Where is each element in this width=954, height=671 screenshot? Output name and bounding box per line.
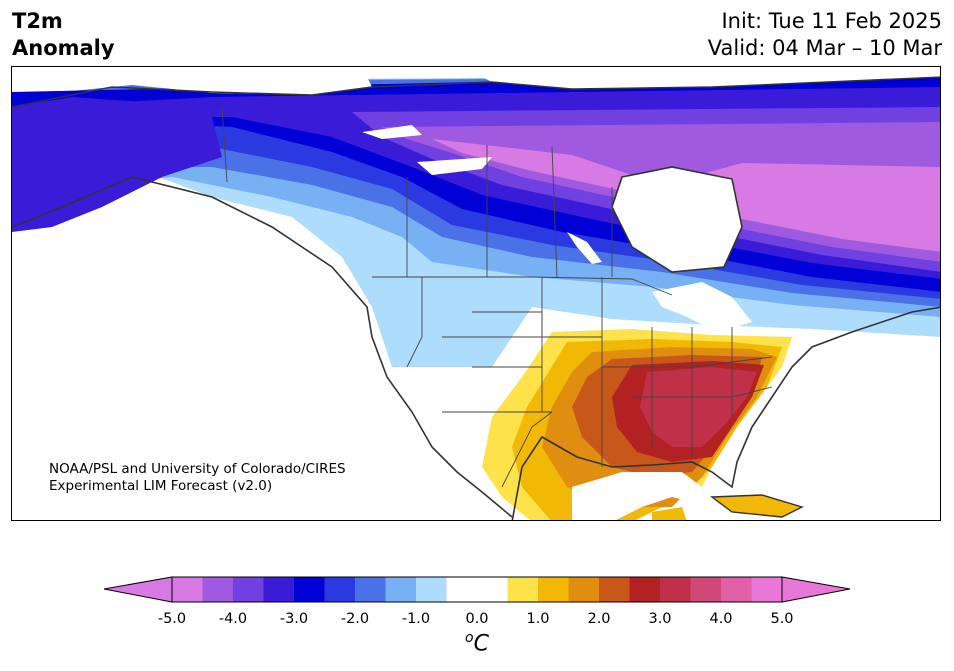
colorbar-tick-label: 0.0 [465, 611, 489, 627]
credit-line-2: Experimental LIM Forecast (v2.0) [49, 478, 273, 494]
chart-title: T2m Anomaly [12, 8, 115, 62]
title-line-1: T2m [12, 9, 63, 33]
colorbar-segment [385, 577, 417, 602]
colorbar-tick-label: 1.0 [526, 611, 550, 627]
colorbar-segment [446, 577, 478, 602]
valid-range: Valid: 04 Mar – 10 Mar [707, 36, 942, 60]
colorbar-tick-label: 2.0 [587, 611, 611, 627]
pacific-ocean [12, 207, 510, 520]
anomaly-alaska [12, 97, 222, 232]
colorbar-over-arrow [781, 576, 850, 603]
colorbar-segment [751, 577, 783, 602]
colorbar-tick-label: -2.0 [340, 611, 370, 627]
lake-winnipeg [567, 232, 602, 264]
colorbar-tick-label: -4.0 [218, 611, 248, 627]
anomaly-band-plus3-5 [640, 367, 757, 447]
credit-line-1: NOAA/PSL and University of Colorado/CIRE… [49, 461, 346, 477]
colorbar-segment [538, 577, 569, 602]
atlantic-ocean [802, 342, 940, 520]
colorbar-segment [629, 577, 661, 602]
anomaly-yucatan [652, 507, 687, 520]
colorbar-segment [568, 577, 600, 602]
colorbar-tick-label: 3.0 [648, 611, 672, 627]
colorbar-segment [507, 577, 539, 602]
unit-letter: C [473, 631, 489, 657]
colorbar-segment [233, 577, 264, 602]
hudson-bay [612, 167, 742, 272]
colorbar-unit: oC [465, 630, 489, 656]
colorbar-segment [294, 577, 325, 602]
colorbar-tick-label: -5.0 [157, 611, 187, 627]
colorbar-outline [171, 576, 783, 603]
colorbar-segment [477, 577, 508, 602]
great-bear-lake [362, 125, 422, 139]
anomaly-map [11, 66, 941, 521]
colorbar-under-arrow [104, 576, 173, 603]
arctic-water [102, 67, 940, 95]
great-slave-lake [417, 157, 492, 175]
coastline-arctic [12, 76, 940, 108]
forecast-dates: Init: Tue 11 Feb 2025 Valid: 04 Mar – 10… [708, 8, 942, 62]
colorbar-segment [355, 577, 386, 602]
coastline-west [12, 176, 513, 518]
degree-symbol: o [465, 630, 474, 646]
colorbar-segment [172, 577, 203, 602]
colorbar-segment [660, 577, 691, 602]
coastline-hudson [611, 166, 743, 273]
map-canvas [12, 67, 940, 520]
colorbar-segment [721, 577, 752, 602]
colorbar [104, 576, 850, 603]
colorbar-segment [599, 577, 630, 602]
colorbar-tick-labels: -5.0 -4.0 -3.0 -2.0 -1.0 0.0 1.0 2.0 3.0 4.0 5.0 [0, 611, 954, 631]
colorbar-tick-label: -1.0 [401, 611, 431, 627]
colorbar-segment [416, 577, 447, 602]
coastline-gulf [511, 306, 940, 520]
title-line-2: Anomaly [12, 36, 115, 60]
credit-text: NOAA/PSL and University of Colorado/CIRE… [49, 461, 346, 495]
coastline-cuba [710, 494, 804, 518]
colorbar-tick-label: 4.0 [709, 611, 733, 627]
colorbar-segment [690, 577, 722, 602]
colorbar-tick-label: -3.0 [279, 611, 309, 627]
gulf-of-mexico [572, 472, 712, 520]
great-lakes [652, 282, 752, 332]
colorbar-segment [202, 577, 234, 602]
colorbar-tick-label: 5.0 [770, 611, 794, 627]
init-date: Init: Tue 11 Feb 2025 [721, 9, 942, 33]
colorbar-segment [263, 577, 295, 602]
political-borders [221, 106, 773, 488]
colorbar-segment [324, 577, 356, 602]
colorbar-segments [172, 577, 783, 602]
